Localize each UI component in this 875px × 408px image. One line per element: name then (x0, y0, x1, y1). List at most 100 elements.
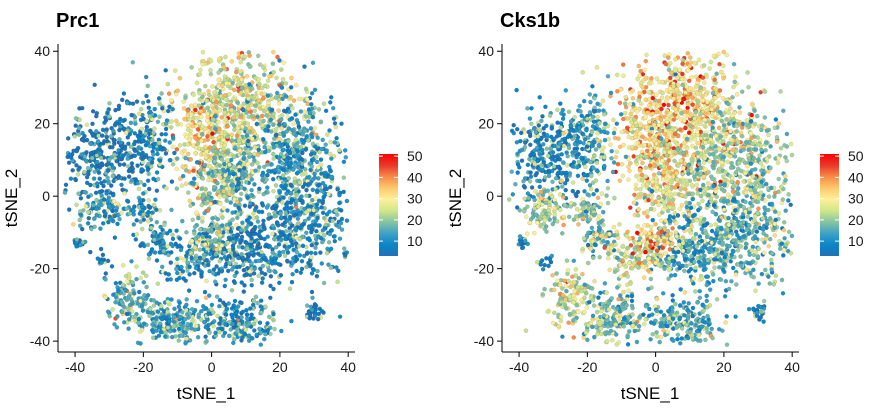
scatter-point (642, 67, 647, 73)
scatter-point (259, 113, 265, 119)
scatter-point (227, 261, 232, 266)
scatter-point (151, 303, 157, 308)
scatter-point (721, 75, 726, 81)
scatter-point (728, 128, 733, 134)
scatter-point (290, 260, 296, 266)
scatter-point (306, 119, 311, 124)
scatter-point (180, 269, 186, 274)
scatter-point (217, 321, 222, 326)
scatter-point (156, 333, 162, 338)
scatter-point (212, 279, 218, 284)
scatter-point (146, 161, 151, 167)
scatter-point (692, 136, 698, 142)
scatter-point (244, 73, 250, 79)
scatter-point (302, 109, 307, 114)
scatter-point (265, 321, 270, 326)
scatter-point (269, 107, 275, 113)
scatter-point (289, 279, 295, 285)
scatter-point (219, 115, 224, 120)
scatter-point (220, 223, 225, 228)
scatter-point (661, 170, 666, 175)
scatter-point (185, 142, 191, 147)
scatter-point (300, 150, 305, 156)
scatter-point (177, 300, 182, 306)
scatter-point (324, 148, 329, 153)
scatter-point (314, 241, 319, 246)
scatter-point (226, 235, 232, 240)
scatter-point (316, 176, 321, 181)
scatter-point (222, 283, 228, 289)
scatter-point (131, 222, 137, 227)
scatter-point (720, 95, 726, 101)
scatter-point (636, 63, 642, 69)
scatter-point (694, 91, 700, 96)
scatter-point (96, 202, 102, 208)
scatter-point (90, 203, 96, 208)
panel-title: Prc1 (56, 10, 99, 32)
scatter-point (237, 160, 243, 166)
scatter-point (702, 80, 707, 85)
scatter-point (163, 121, 169, 126)
scatter-point (192, 270, 197, 276)
scatter-point (138, 197, 143, 203)
scatter-point (326, 240, 332, 245)
scatter-point (709, 107, 715, 112)
scatter-point (744, 118, 750, 123)
scatter-point (265, 185, 270, 190)
scatter-point (203, 201, 209, 206)
scatter-point (328, 174, 334, 180)
scatter-point (157, 158, 163, 163)
scatter-point (332, 238, 338, 244)
scatter-point (174, 156, 180, 161)
scatter-point (281, 167, 286, 173)
scatter-point (627, 168, 632, 174)
scatter-point (297, 253, 303, 258)
scatter-point (311, 157, 316, 163)
scatter-point (98, 155, 104, 161)
scatter-point (620, 173, 626, 179)
scatter-point (781, 108, 786, 114)
scatter-point (238, 59, 244, 65)
scatter-point (731, 84, 736, 90)
scatter-point (119, 309, 125, 315)
scatter-point (309, 211, 314, 216)
scatter-point (266, 148, 272, 154)
scatter-point (216, 127, 222, 132)
scatter-point (274, 127, 279, 132)
scatter-point (126, 276, 132, 281)
scatter-point (277, 190, 282, 196)
scatter-point (246, 333, 252, 338)
x-tick-label: 40 (340, 359, 356, 375)
scatter-point (259, 280, 265, 285)
scatter-point (633, 158, 639, 164)
scatter-point (238, 90, 244, 95)
scatter-point (200, 234, 206, 239)
scatter-point (731, 61, 737, 67)
scatter-point (330, 218, 335, 223)
scatter-point (203, 144, 208, 150)
scatter-point (203, 83, 208, 89)
scatter-point (217, 108, 222, 113)
scatter-point (256, 77, 262, 82)
scatter-point (165, 325, 171, 330)
scatter-point (261, 218, 266, 224)
scatter-point (241, 289, 247, 294)
scatter-point (105, 168, 111, 173)
scatter-point (191, 168, 196, 173)
scatter-point (245, 246, 250, 251)
scatter-point (229, 288, 235, 293)
scatter-point (290, 127, 295, 133)
scatter-point (707, 158, 712, 164)
scatter-point (163, 126, 169, 132)
scatter-point (260, 203, 266, 208)
scatter-point (199, 131, 205, 137)
scatter-point (134, 232, 140, 237)
scatter-point (668, 75, 673, 81)
scatter-point (689, 74, 694, 80)
scatter-point (136, 145, 142, 151)
scatter-point (191, 176, 197, 181)
scatter-point (649, 153, 654, 159)
scatter-point (231, 171, 236, 177)
scatter-point (139, 126, 145, 132)
scatter-point (262, 72, 267, 77)
